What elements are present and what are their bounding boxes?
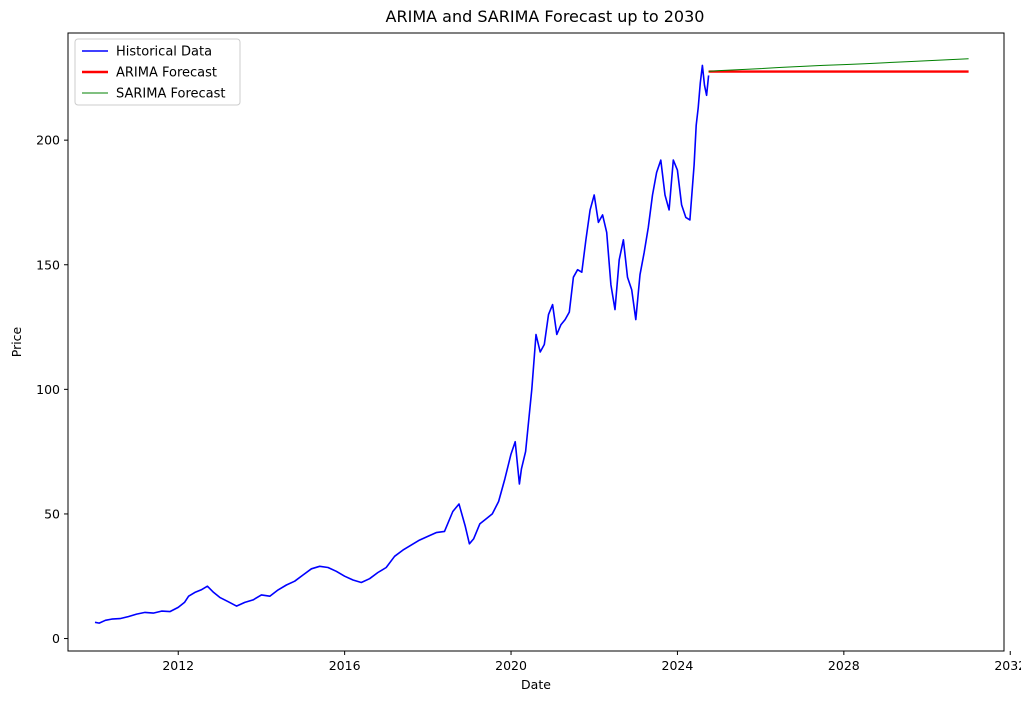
x-tick-label: 2024: [662, 658, 694, 673]
y-tick-label: 50: [44, 506, 60, 521]
y-tick-label: 100: [36, 382, 60, 397]
legend-label-historical-data: Historical Data: [116, 45, 212, 60]
x-tick-label: 2012: [162, 658, 194, 673]
x-axis: 2012 2016 2020 2024 2028 2032: [162, 651, 1021, 673]
legend-box: [74, 38, 241, 106]
chart-title: ARIMA and SARIMA Forecast up to 2030: [386, 7, 705, 26]
series-line-historical-data: [94, 64, 710, 624]
x-axis-label: Date: [521, 677, 551, 692]
legend-label-arima-forecast: ARIMA Forecast: [116, 66, 217, 81]
series-line-sarima-forecast: [708, 58, 969, 72]
x-tick-label: 2016: [329, 658, 361, 673]
plot-area: [94, 58, 969, 624]
y-axis-label: Price: [9, 326, 24, 357]
y-tick-label: 200: [36, 133, 60, 148]
legend: Historical Data ARIMA Forecast SARIMA Fore…: [74, 38, 241, 106]
y-tick-label: 150: [36, 257, 60, 272]
plot-frame: [67, 32, 1005, 652]
legend-label-sarima-forecast: SARIMA Forecast: [116, 87, 226, 102]
y-tick-label: 0: [52, 631, 60, 646]
x-tick-label: 2020: [495, 658, 527, 673]
y-axis: 0 50 100 150 200: [36, 133, 68, 646]
x-tick-label: 2028: [828, 658, 860, 673]
x-tick-label: 2032: [994, 658, 1021, 673]
